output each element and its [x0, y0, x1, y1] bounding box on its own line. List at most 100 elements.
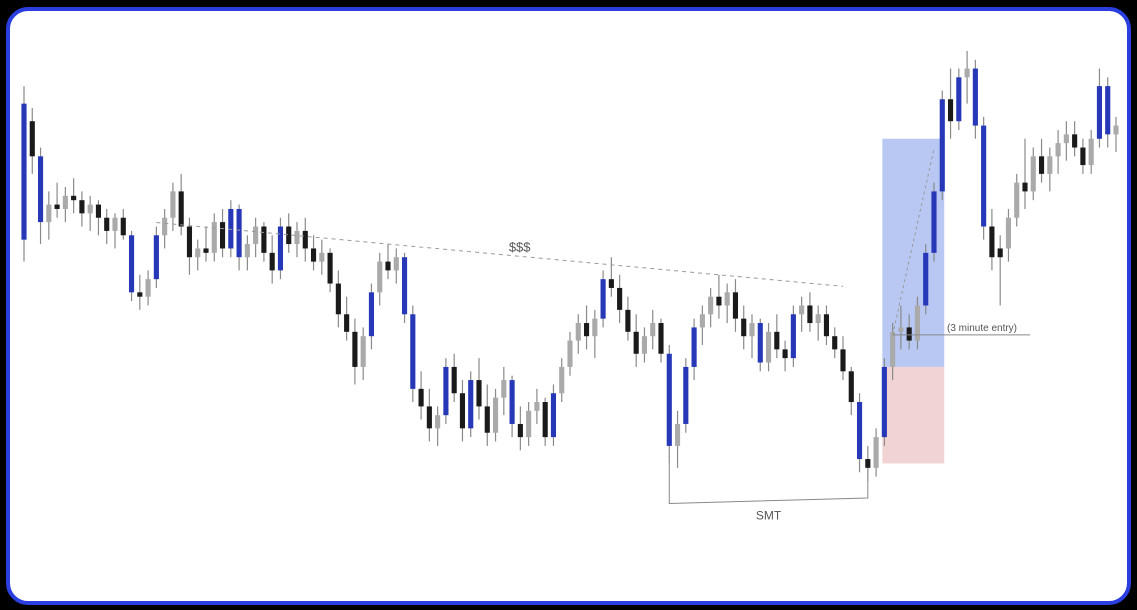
candle-body — [344, 314, 350, 332]
candle-body — [435, 415, 441, 429]
smt-label: SMT — [756, 508, 782, 522]
candle-body — [1113, 125, 1119, 135]
candle-body — [600, 279, 606, 319]
candle-body — [468, 380, 474, 429]
candle-body — [153, 235, 159, 280]
candle-body — [575, 323, 581, 341]
candle-body — [54, 204, 60, 209]
candle-body — [244, 244, 250, 258]
candle-body — [377, 261, 383, 293]
candle-body — [881, 366, 887, 438]
candle-body — [749, 323, 755, 337]
candle-body — [1022, 182, 1028, 192]
candle-body — [219, 222, 226, 249]
candle-body — [683, 366, 689, 424]
candle-body — [186, 226, 193, 258]
candle-body — [906, 327, 912, 341]
candle-body — [335, 283, 341, 315]
candle-body — [476, 380, 482, 407]
candle-body — [633, 331, 639, 354]
candle-body — [981, 125, 987, 227]
candle-body — [790, 314, 796, 359]
candle-body — [914, 305, 921, 341]
entry-dashed-line — [892, 148, 935, 336]
candle-body — [484, 406, 490, 433]
candle-body — [724, 292, 730, 306]
candle-body — [1088, 138, 1094, 166]
candle-body — [898, 327, 904, 332]
candle-body — [939, 99, 945, 192]
candles-group — [21, 51, 1119, 481]
candle-body — [145, 279, 151, 297]
candle-body — [1030, 156, 1036, 192]
candle-body — [261, 226, 267, 253]
candle-body — [1096, 86, 1103, 139]
chart-frame: $$$ SMT (3 minute entry) — [6, 7, 1131, 605]
candle-body — [666, 353, 672, 446]
candle-body — [674, 423, 681, 446]
candle-body — [410, 314, 416, 389]
candle-body — [170, 191, 176, 218]
candle-body — [178, 191, 184, 227]
candle-body — [104, 217, 110, 231]
candle-body — [319, 252, 325, 262]
candle-body — [253, 226, 259, 245]
candle-body — [625, 309, 631, 332]
candle-body — [443, 366, 449, 416]
candle-body — [294, 230, 300, 245]
candle-body — [617, 287, 623, 310]
candle-body — [890, 331, 896, 367]
candle-body — [989, 226, 995, 258]
candle-body — [931, 191, 937, 253]
candle-body — [1005, 217, 1012, 249]
candle-body — [757, 323, 763, 363]
candle-body — [923, 252, 929, 306]
candle-body — [385, 261, 391, 271]
candle-body — [236, 208, 242, 258]
candle-body — [492, 397, 499, 433]
candle-body — [964, 68, 970, 78]
candle-body — [277, 226, 284, 271]
candle-body — [62, 195, 68, 209]
candle-body — [774, 331, 780, 350]
candle-body — [526, 410, 532, 438]
candle-body — [162, 217, 168, 236]
candle-body — [592, 318, 598, 337]
candle-body — [1055, 143, 1061, 157]
candle-body — [211, 222, 217, 253]
candle-body — [451, 366, 457, 394]
candle-body — [550, 393, 557, 438]
candle-body — [286, 226, 292, 245]
candle-body — [782, 349, 788, 359]
candle-body — [708, 296, 714, 315]
candle-body — [807, 305, 813, 324]
candle-body — [658, 323, 664, 354]
candle-body — [823, 314, 830, 337]
candle-body — [95, 204, 102, 218]
candle-body — [832, 336, 838, 350]
candle-body — [302, 230, 308, 249]
candle-body — [650, 323, 656, 337]
candle-body — [195, 248, 201, 258]
candle-body — [583, 323, 590, 337]
candle-body — [608, 279, 614, 288]
candle-body — [269, 252, 275, 271]
liquidity-dashed-line — [156, 222, 844, 287]
candle-body — [840, 349, 846, 372]
candle-body — [856, 402, 863, 460]
candle-body — [46, 204, 52, 223]
candle-body — [426, 406, 432, 429]
candle-body — [21, 103, 27, 240]
candle-body — [1014, 182, 1020, 218]
candle-body — [37, 156, 44, 223]
candle-body — [699, 314, 705, 328]
candle-body — [765, 331, 772, 363]
candle-body — [459, 393, 466, 429]
candle-body — [741, 318, 747, 337]
candle-body — [716, 296, 722, 306]
candle-body — [137, 292, 143, 297]
candle-body — [1038, 156, 1045, 174]
candle-body — [87, 204, 93, 214]
candle-body — [815, 314, 821, 324]
candle-body — [542, 402, 548, 438]
